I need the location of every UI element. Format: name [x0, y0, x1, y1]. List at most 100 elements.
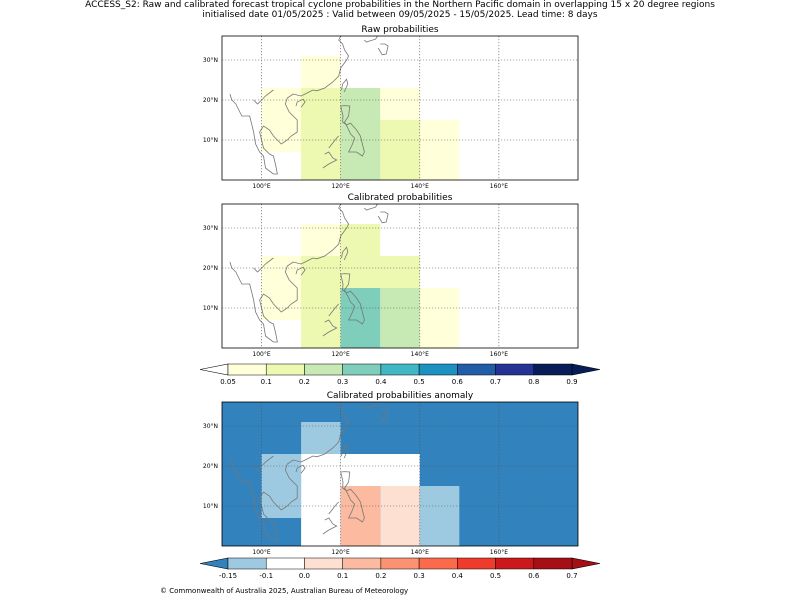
y-tick-label: 10°N [203, 503, 218, 510]
coastline [341, 246, 349, 261]
probability-cell [340, 256, 420, 288]
colorbar-segment [380, 557, 420, 570]
colorbar-extend-high [571, 557, 601, 570]
coastline [341, 78, 349, 93]
colorbar-segment [342, 363, 382, 376]
y-tick-label: 10°N [203, 305, 218, 312]
coastline [328, 303, 339, 317]
probability-cell [340, 486, 381, 546]
colorbar-tick-label: 0.4 [375, 378, 387, 386]
colorbar-tick-label: 0.3 [337, 378, 348, 386]
colorbar-2 [199, 557, 601, 570]
colorbar-segment [227, 557, 267, 570]
y-tick-label: 30°N [203, 423, 218, 430]
y-tick-label: 30°N [203, 225, 218, 232]
coastline [364, 35, 378, 43]
probability-cell [340, 224, 381, 256]
probability-cell [380, 288, 420, 348]
colorbar-tick-label: -0.15 [219, 572, 237, 580]
probability-cell [340, 120, 381, 180]
x-tick-label: 100°E [252, 549, 270, 556]
map-panel-3 [221, 401, 579, 547]
colorbar-tick-label: 0.6 [452, 378, 464, 386]
figure-title-line2: initialised date 01/05/2025 : Valid betw… [202, 10, 598, 20]
colorbar-tick-label: 0.4 [452, 572, 464, 580]
copyright-footer: © Commonwealth of Australia 2025, Austra… [160, 587, 409, 595]
probability-cell [301, 224, 341, 256]
probability-cell [261, 256, 302, 320]
y-tick-label: 20°N [203, 463, 218, 470]
probability-cell [261, 454, 302, 518]
colorbar-segment [457, 557, 496, 570]
probability-cell [419, 486, 460, 546]
x-tick-label: 140°E [411, 183, 429, 190]
probability-cell [340, 288, 381, 348]
probability-cell [301, 454, 341, 546]
probability-cell [261, 88, 302, 152]
x-tick-label: 120°E [332, 183, 350, 190]
colorbar-tick-label: 0.7 [490, 378, 501, 386]
coastline [377, 43, 389, 56]
x-tick-label: 100°E [252, 183, 270, 190]
panel-title: Calibrated probabilities [348, 193, 453, 203]
coastline [364, 203, 378, 211]
x-tick-label: 120°E [332, 549, 350, 556]
coastline [237, 401, 350, 541]
panel-title: Raw probabilities [361, 25, 439, 35]
coastline [322, 517, 338, 535]
probability-cell [380, 88, 420, 120]
colorbar-extend-low [199, 363, 229, 376]
colorbar-segment [265, 363, 305, 376]
probability-cell [380, 486, 420, 546]
colorbar-segment [380, 363, 420, 376]
coastline [340, 471, 365, 523]
y-tick-label: 30°N [203, 57, 218, 64]
probability-cell [419, 288, 460, 348]
colorbar-tick-label: -0.1 [259, 572, 273, 580]
coastline [237, 35, 350, 175]
colorbar-segment [304, 363, 343, 376]
probability-cell [301, 256, 341, 348]
coastline [229, 261, 239, 277]
x-tick-label: 160°E [490, 351, 508, 358]
coastline [237, 203, 350, 343]
colorbar-tick-label: 0.3 [414, 572, 425, 580]
colorbar-tick-label: 0.0 [299, 572, 310, 580]
colorbar-segment [495, 557, 535, 570]
colorbar-tick-label: 0.5 [490, 572, 501, 580]
x-tick-label: 100°E [252, 351, 270, 358]
map-panel-2 [221, 203, 579, 349]
panel-title: Calibrated probabilities anomaly [327, 391, 474, 401]
colorbar-extend-low [199, 557, 229, 570]
colorbar-tick-label: 0.9 [566, 378, 577, 386]
coastline [328, 501, 339, 515]
colorbar-tick-label: 0.5 [414, 378, 425, 386]
map-panel-1 [221, 35, 579, 181]
y-tick-label: 20°N [203, 265, 218, 272]
colorbar-tick-label: 0.2 [299, 378, 310, 386]
colorbar-segment [265, 557, 305, 570]
probability-cell [419, 120, 460, 180]
coastline [377, 211, 389, 224]
x-tick-label: 160°E [490, 549, 508, 556]
colorbar-segment [495, 363, 535, 376]
colorbar-tick-label: 0.05 [220, 378, 236, 386]
colorbar-segment [418, 557, 458, 570]
coastline [340, 273, 365, 325]
coastline [322, 319, 338, 337]
coastline [295, 464, 306, 474]
colorbar-segment [342, 557, 382, 570]
colorbar-tick-label: 0.8 [528, 378, 539, 386]
colorbar-segment [533, 557, 573, 570]
colorbar-segment [457, 363, 496, 376]
x-tick-label: 140°E [411, 351, 429, 358]
colorbar-tick-label: 0.2 [375, 572, 386, 580]
probability-cell [340, 88, 381, 120]
colorbar-extend-high [571, 363, 601, 376]
colorbar-segment [418, 363, 458, 376]
map-frame [221, 203, 579, 349]
map-frame [221, 401, 579, 547]
coastline [229, 93, 239, 109]
y-tick-label: 10°N [203, 137, 218, 144]
